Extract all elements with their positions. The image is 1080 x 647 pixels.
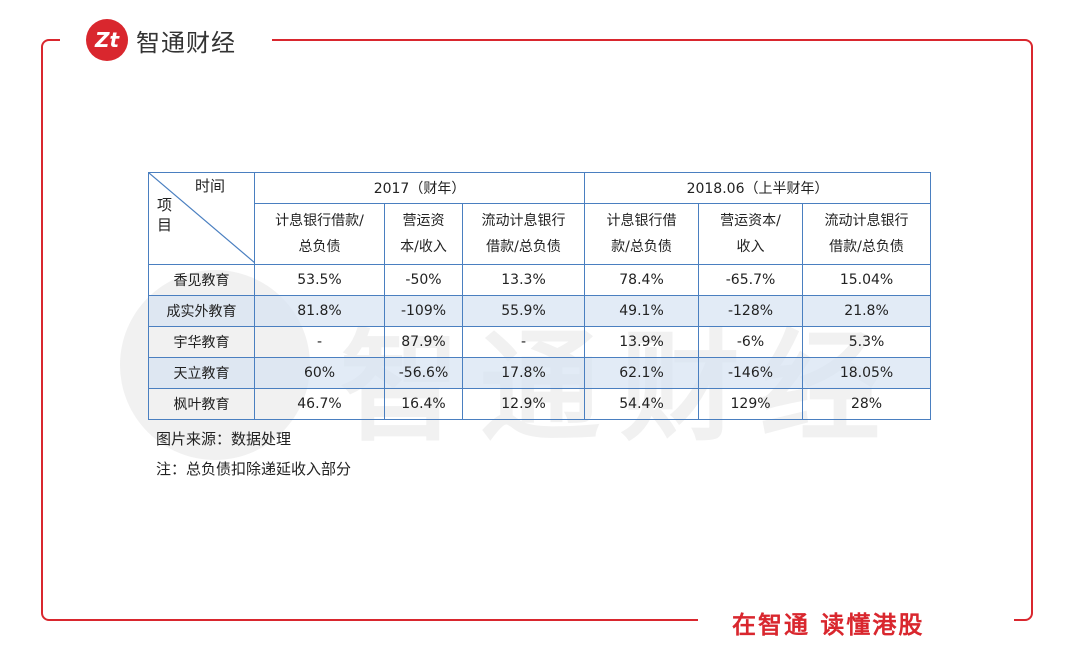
table-cell: 129% — [698, 388, 804, 420]
table-cell: 53.5% — [254, 264, 385, 296]
table-row: 香见教育 53.5% -50% 13.3% 78.4% -65.7% 15.04… — [148, 264, 932, 296]
table-cell: 21.8% — [802, 295, 932, 327]
period-2018-header: 2018.06（上半财年） — [584, 172, 932, 204]
row-name-cell: 枫叶教育 — [148, 388, 255, 420]
table-cell: 81.8% — [254, 295, 385, 327]
table-row: 枫叶教育 46.7% 16.4% 12.9% 54.4% 129% 28% — [148, 388, 932, 420]
table-header-row: 时间 项 目 2017（财年） 2018.06（上半财年） — [148, 172, 932, 265]
row-name-cell: 宇华教育 — [148, 326, 255, 358]
table-cell: 16.4% — [384, 388, 463, 420]
corner-cell: 时间 项 目 — [148, 172, 255, 265]
page-frame — [41, 39, 1033, 621]
subheader-cell: 计息银行借款/总负债 — [254, 203, 385, 265]
subheader-cell: 计息银行借款/总负债 — [584, 203, 700, 265]
subheader-cell: 流动计息银行 借款/总负债 — [461, 203, 586, 265]
table-row: 成实外教育 81.8% -109% 55.9% 49.1% -128% 21.8… — [148, 295, 932, 327]
table-cell: -65.7% — [698, 264, 804, 296]
slogan: 在智通 读懂港股 — [732, 611, 925, 639]
table-cell: -128% — [698, 295, 804, 327]
table-cell: -146% — [698, 357, 804, 389]
table-cell: -6% — [698, 326, 804, 358]
table-cell: 5.3% — [802, 326, 932, 358]
diagonal-line-icon — [149, 173, 255, 263]
table-cell: 15.04% — [802, 264, 932, 296]
table-cell: 78.4% — [584, 264, 700, 296]
source-note: 图片来源：数据处理 — [156, 430, 292, 448]
table-cell: 13.9% — [584, 326, 700, 358]
table-row: 天立教育 60% -56.6% 17.8% 62.1% -146% 18.05% — [148, 357, 932, 389]
corner-time-label: 时间 — [195, 177, 226, 195]
frame-gap-bottom — [698, 610, 1014, 632]
table-cell: 49.1% — [584, 295, 700, 327]
row-name-cell: 天立教育 — [148, 357, 255, 389]
row-name-cell: 香见教育 — [148, 264, 255, 296]
corner-item-label: 项 目 — [157, 195, 172, 235]
table-cell: 60% — [254, 357, 385, 389]
row-name-cell: 成实外教育 — [148, 295, 255, 327]
table-cell: - — [461, 326, 586, 358]
brand-name: 智通财经 — [136, 28, 236, 57]
brand-header: Zt 智通财经 — [86, 19, 236, 61]
table-cell: -50% — [384, 264, 463, 296]
table-cell: 17.8% — [461, 357, 586, 389]
table-cell: -109% — [384, 295, 463, 327]
table-row: 宇华教育 - 87.9% - 13.9% -6% 5.3% — [148, 326, 932, 358]
table-subheader-row: 计息银行借款/总负债 营运资 本/收入 流动计息银行 借款/总负债 计息银行借 款/总… — [149, 203, 932, 265]
table-cell: 55.9% — [461, 295, 586, 327]
subheader-cell: 流动计息银行 借款/总负债 — [802, 203, 932, 265]
table-cell: - — [254, 326, 385, 358]
corner-item-label-1: 项 — [157, 196, 173, 214]
table-cell: 46.7% — [254, 388, 385, 420]
notes: 图片来源：数据处理 注：总负债扣除递延收入部分 — [156, 424, 351, 484]
subheader-cell: 营运资本/收入 — [698, 203, 804, 265]
subheader-cell: 营运资本/收入 — [384, 203, 463, 265]
corner-item-label-2: 目 — [157, 216, 173, 234]
table-cell: 62.1% — [584, 357, 700, 389]
table-cell: 28% — [802, 388, 932, 420]
brand-logo-icon: Zt — [86, 19, 128, 61]
period-2017-header: 2017（财年） — [253, 172, 586, 204]
footnote: 注：总负债扣除递延收入部分 — [156, 460, 352, 478]
table-cell: 13.3% — [461, 264, 586, 296]
table-cell: 54.4% — [584, 388, 700, 420]
table-cell: 18.05% — [802, 357, 932, 389]
table-cell: 87.9% — [384, 326, 463, 358]
table-cell: -56.6% — [384, 357, 463, 389]
table-cell: 12.9% — [461, 388, 586, 420]
ratio-table: 时间 项 目 2017（财年） 2018.06（上半财年） 计息银行借款/总负债… — [148, 172, 932, 420]
